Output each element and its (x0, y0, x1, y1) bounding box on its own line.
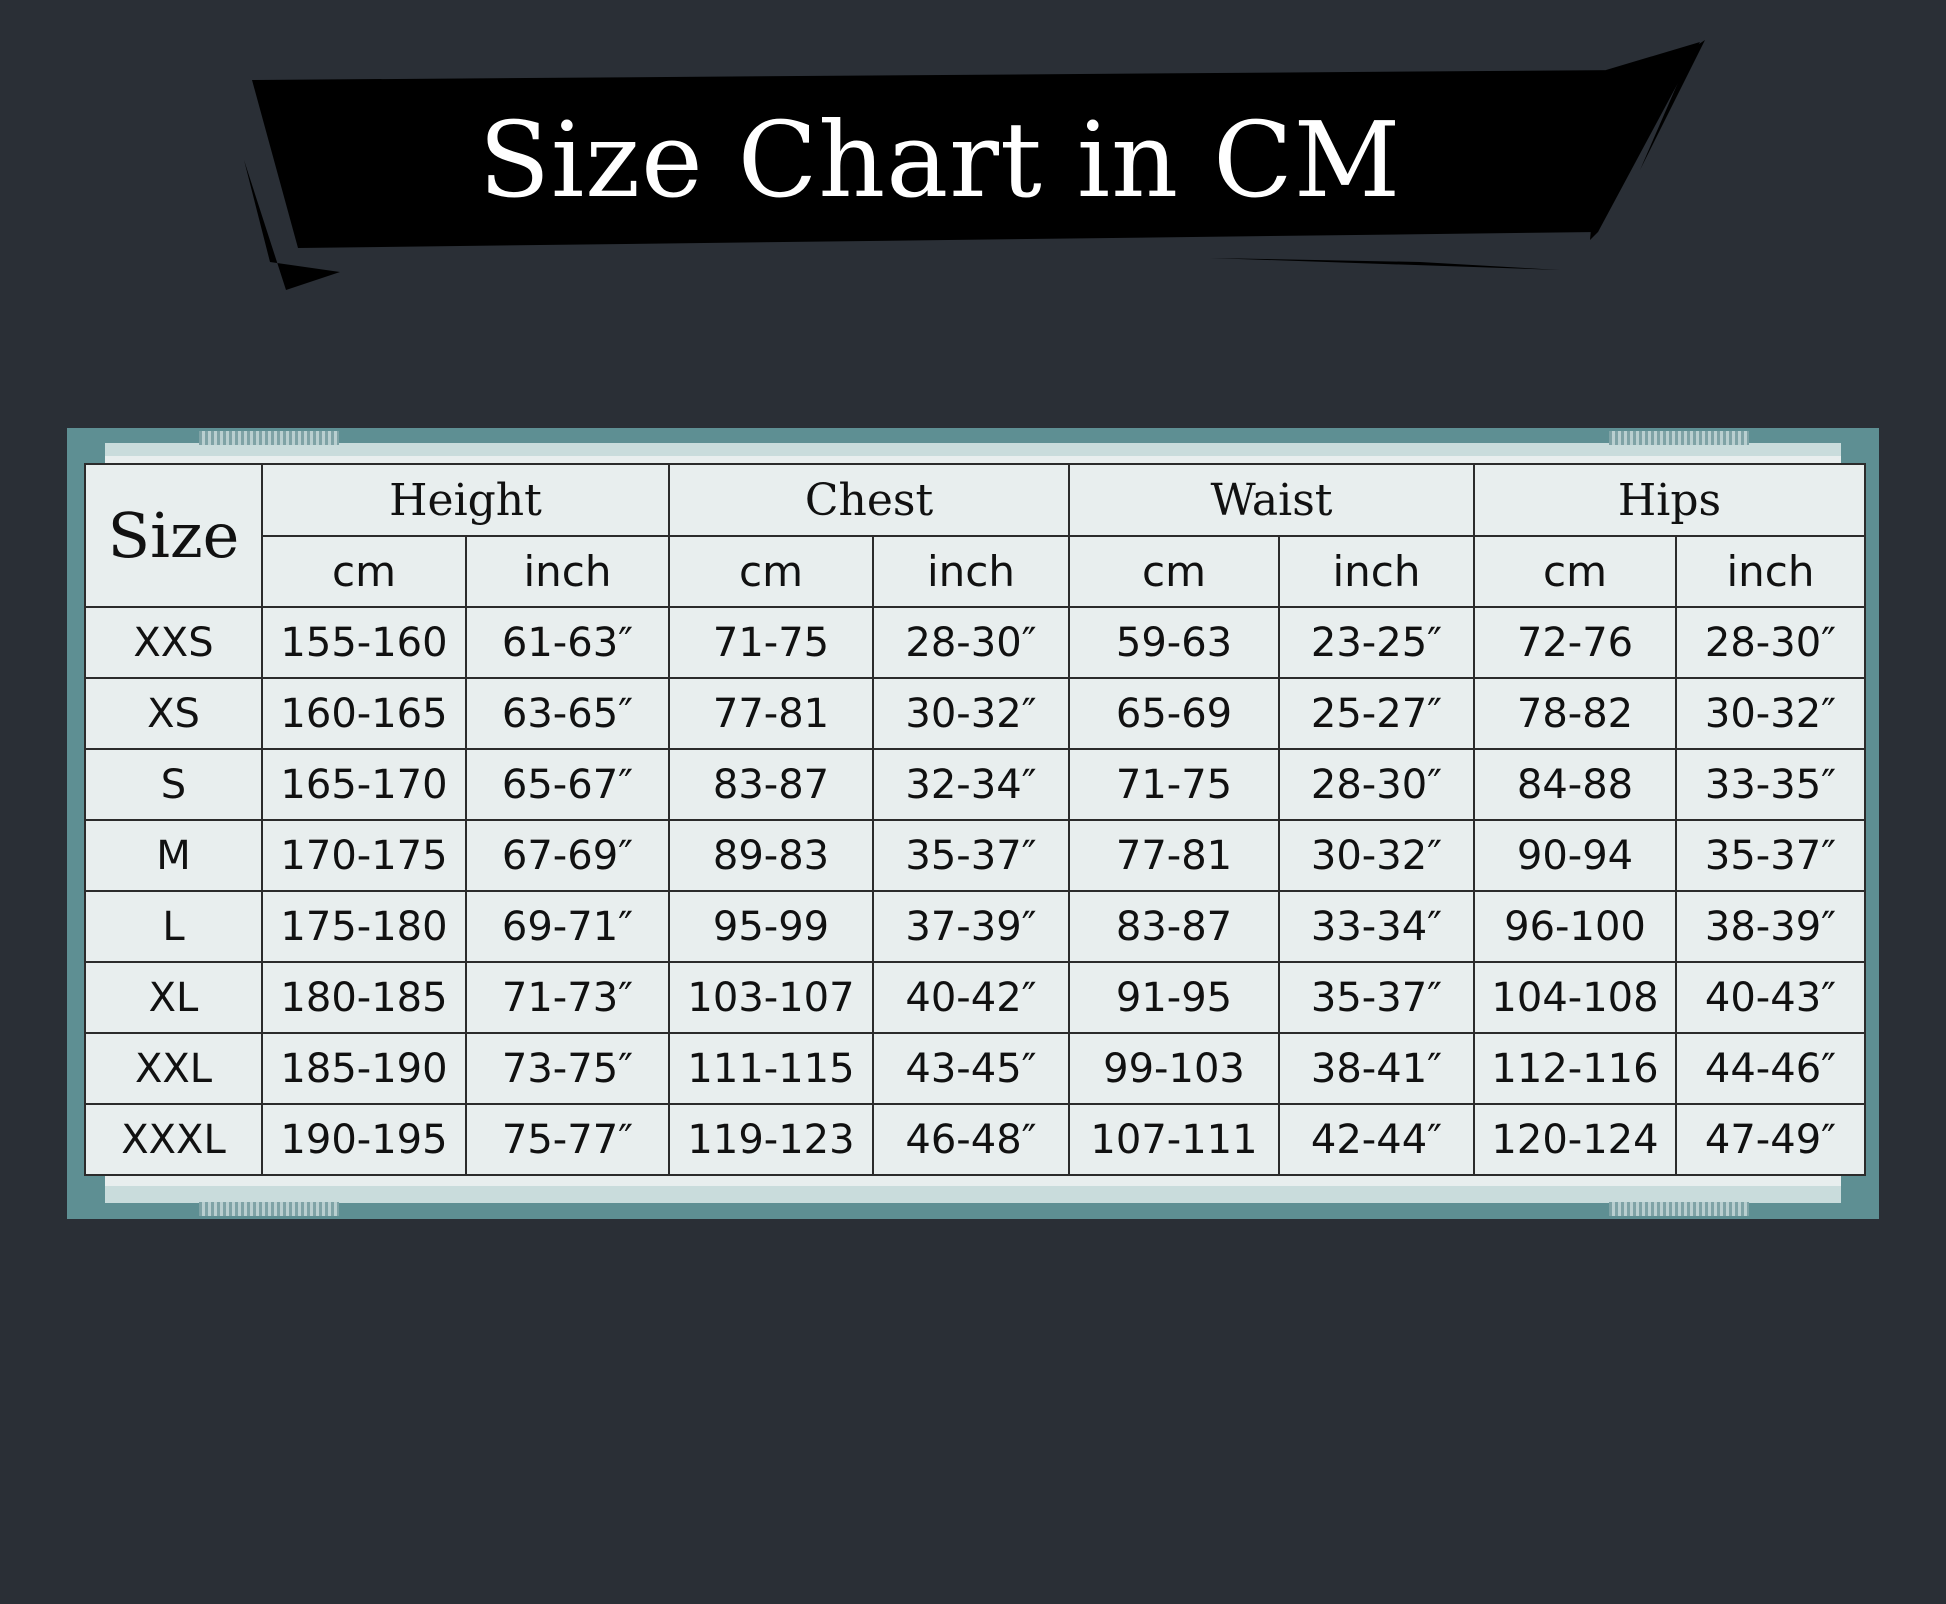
size-label: XS (84, 677, 263, 750)
measurement-cell: 61-63″ (465, 606, 670, 679)
measurement-cell: 90-94 (1473, 819, 1677, 892)
size-chart-table: Size Height Chest Waist Hips cm inch cm inc… (84, 463, 1866, 1176)
measurement-cell: 28-30″ (1278, 748, 1475, 821)
measurement-cell: 28-30″ (872, 606, 1070, 679)
table-row: XS 160-165 63-65″ 77-81 30-32″ 65-69 25-27″ 78-… (84, 677, 1866, 750)
unit-header: inch (1278, 535, 1475, 608)
measurement-cell: 175-180 (261, 890, 467, 963)
measurement-cell: 160-165 (261, 677, 467, 750)
measurement-cell: 103-107 (668, 961, 874, 1034)
measurement-cell: 38-41″ (1278, 1032, 1475, 1105)
size-label: XXS (84, 606, 263, 679)
unit-header: cm (261, 535, 467, 608)
size-label: XXL (84, 1032, 263, 1105)
measurement-cell: 35-37″ (1278, 961, 1475, 1034)
size-label: S (84, 748, 263, 821)
group-header-waist: Waist (1068, 463, 1475, 537)
unit-header: cm (1068, 535, 1280, 608)
measurement-cell: 40-43″ (1675, 961, 1866, 1034)
title-banner (244, 40, 1705, 290)
measurement-cell: 35-37″ (1675, 819, 1866, 892)
table-row: XL 180-185 71-73″ 103-107 40-42″ 91-95 35-37″ 1… (84, 961, 1866, 1034)
measurement-cell: 111-115 (668, 1032, 874, 1105)
size-label: M (84, 819, 263, 892)
measurement-cell: 89-83 (668, 819, 874, 892)
measurement-cell: 112-116 (1473, 1032, 1677, 1105)
measurement-cell: 42-44″ (1278, 1103, 1475, 1176)
measurement-cell: 185-190 (261, 1032, 467, 1105)
measurement-cell: 63-65″ (465, 677, 670, 750)
measurement-cell: 59-63 (1068, 606, 1280, 679)
table-row: M 170-175 67-69″ 89-83 35-37″ 77-81 30-32″ 90-9… (84, 819, 1866, 892)
measurement-cell: 96-100 (1473, 890, 1677, 963)
measurement-cell: 83-87 (1068, 890, 1280, 963)
size-header: Size (84, 463, 263, 608)
measurement-cell: 65-67″ (465, 748, 670, 821)
group-header-chest: Chest (668, 463, 1070, 537)
measurement-cell: 73-75″ (465, 1032, 670, 1105)
size-label: XL (84, 961, 263, 1034)
measurement-cell: 99-103 (1068, 1032, 1280, 1105)
group-header-hips: Hips (1473, 463, 1866, 537)
table-row: XXS 155-160 61-63″ 71-75 28-30″ 59-63 23-25″ 72… (84, 606, 1866, 679)
measurement-cell: 69-71″ (465, 890, 670, 963)
measurement-cell: 155-160 (261, 606, 467, 679)
measurement-cell: 35-37″ (872, 819, 1070, 892)
measurement-cell: 104-108 (1473, 961, 1677, 1034)
table-row: XXL 185-190 73-75″ 111-115 43-45″ 99-103 38-41… (84, 1032, 1866, 1105)
measurement-cell: 67-69″ (465, 819, 670, 892)
measurement-cell: 28-30″ (1675, 606, 1866, 679)
measurement-cell: 78-82 (1473, 677, 1677, 750)
table-row: XXXL 190-195 75-77″ 119-123 46-48″ 107-111 42-… (84, 1103, 1866, 1176)
measurement-cell: 84-88 (1473, 748, 1677, 821)
unit-header: cm (668, 535, 874, 608)
measurement-cell: 25-27″ (1278, 677, 1475, 750)
unit-header: inch (872, 535, 1070, 608)
measurement-cell: 71-75 (1068, 748, 1280, 821)
measurement-cell: 107-111 (1068, 1103, 1280, 1176)
measurement-cell: 77-81 (1068, 819, 1280, 892)
measurement-cell: 72-76 (1473, 606, 1677, 679)
measurement-cell: 30-32″ (1278, 819, 1475, 892)
measurement-cell: 37-39″ (872, 890, 1070, 963)
measurement-cell: 44-46″ (1675, 1032, 1866, 1105)
size-label: XXXL (84, 1103, 263, 1176)
measurement-cell: 47-49″ (1675, 1103, 1866, 1176)
group-header-height: Height (261, 463, 670, 537)
size-label: L (84, 890, 263, 963)
measurement-cell: 75-77″ (465, 1103, 670, 1176)
measurement-cell: 119-123 (668, 1103, 874, 1176)
measurement-cell: 190-195 (261, 1103, 467, 1176)
unit-header: inch (1675, 535, 1866, 608)
measurement-cell: 30-32″ (1675, 677, 1866, 750)
measurement-cell: 77-81 (668, 677, 874, 750)
measurement-cell: 95-99 (668, 890, 874, 963)
table-row: S 165-170 65-67″ 83-87 32-34″ 71-75 28-30″ 84-8… (84, 748, 1866, 821)
measurement-cell: 33-35″ (1675, 748, 1866, 821)
measurement-cell: 33-34″ (1278, 890, 1475, 963)
measurement-cell: 170-175 (261, 819, 467, 892)
measurement-cell: 65-69 (1068, 677, 1280, 750)
table-row: L 175-180 69-71″ 95-99 37-39″ 83-87 33-34″ 96-1… (84, 890, 1866, 963)
measurement-cell: 71-73″ (465, 961, 670, 1034)
measurement-cell: 32-34″ (872, 748, 1070, 821)
measurement-cell: 180-185 (261, 961, 467, 1034)
measurement-cell: 23-25″ (1278, 606, 1475, 679)
measurement-cell: 83-87 (668, 748, 874, 821)
measurement-cell: 165-170 (261, 748, 467, 821)
measurement-cell: 40-42″ (872, 961, 1070, 1034)
measurement-cell: 38-39″ (1675, 890, 1866, 963)
measurement-cell: 120-124 (1473, 1103, 1677, 1176)
measurement-cell: 91-95 (1068, 961, 1280, 1034)
measurement-cell: 71-75 (668, 606, 874, 679)
measurement-cell: 30-32″ (872, 677, 1070, 750)
unit-header: cm (1473, 535, 1677, 608)
unit-header: inch (465, 535, 670, 608)
page-title: Size Chart in CM (478, 99, 1402, 221)
measurement-cell: 43-45″ (872, 1032, 1070, 1105)
measurement-cell: 46-48″ (872, 1103, 1070, 1176)
